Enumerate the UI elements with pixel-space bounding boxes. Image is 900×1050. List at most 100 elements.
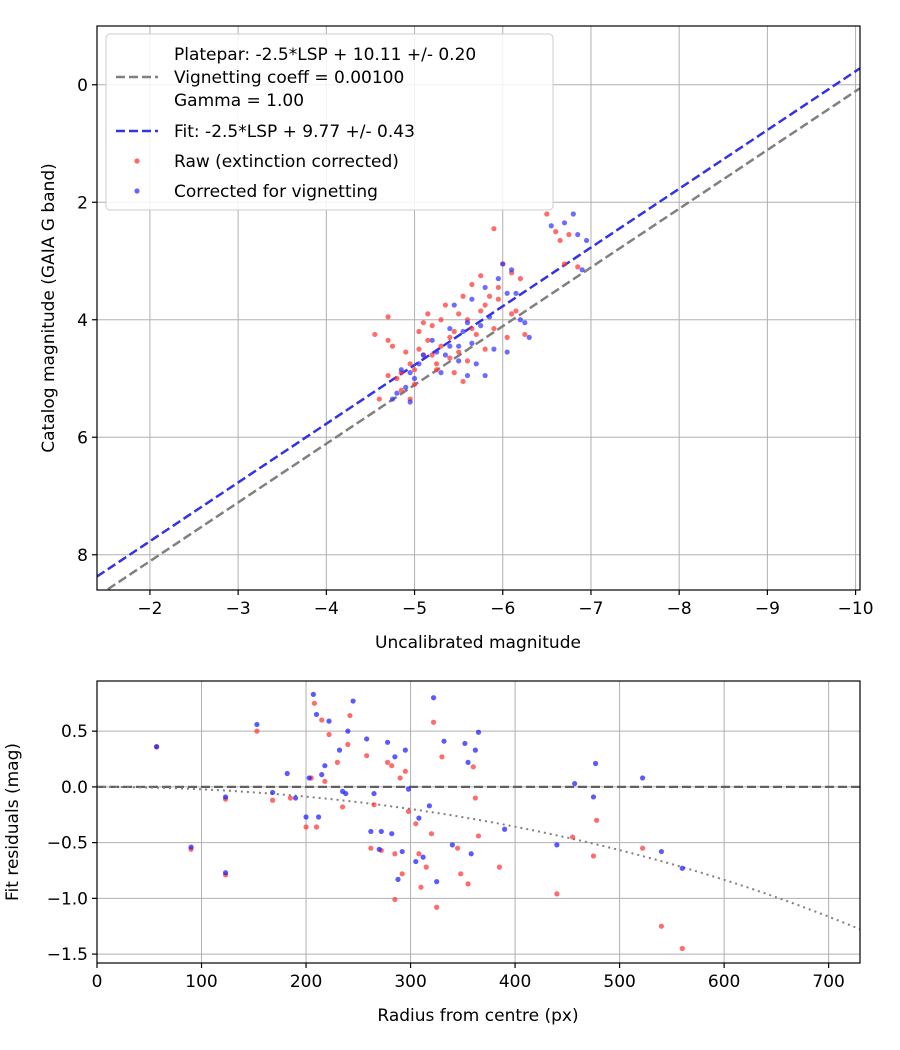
y-tick-label: −0.5 <box>47 834 88 854</box>
y-tick-label: 0 <box>77 76 88 96</box>
raw-point <box>522 331 528 338</box>
raw-point <box>402 768 408 774</box>
raw-point <box>460 293 466 299</box>
raw-point <box>326 731 332 738</box>
raw-point <box>399 871 405 877</box>
raw-point <box>456 311 462 317</box>
corrected-point <box>303 814 309 820</box>
raw-point <box>311 700 317 706</box>
raw-point <box>372 331 378 338</box>
legend-gamma-label: Gamma = 1.00 <box>174 91 304 111</box>
corrected-point <box>395 876 401 883</box>
corrected-point <box>478 323 484 329</box>
corrected-point <box>504 349 510 355</box>
corrected-point <box>322 763 328 769</box>
raw-point <box>425 337 431 343</box>
x-tick-label: −8 <box>667 599 692 619</box>
corrected-point <box>399 848 405 855</box>
raw-point <box>384 759 391 765</box>
top-chart-y-label: Catalog magnitude (GAIA G band) <box>39 163 59 453</box>
raw-point <box>385 337 391 343</box>
corrected-point <box>468 851 474 857</box>
raw-point <box>557 237 563 244</box>
raw-point <box>465 881 471 887</box>
corrected-point <box>411 375 418 382</box>
raw-point <box>460 378 466 385</box>
corrected-point <box>447 325 453 332</box>
corrected-point <box>407 399 413 405</box>
raw-point <box>473 331 479 338</box>
raw-point <box>495 296 501 302</box>
raw-point <box>389 343 396 349</box>
x-tick-label: −4 <box>314 599 339 619</box>
corrected-point <box>416 361 422 367</box>
raw-point <box>475 833 482 839</box>
raw-point <box>416 328 422 335</box>
legend-corrected-marker-icon <box>134 188 140 194</box>
raw-point <box>478 273 484 279</box>
corrected-point <box>343 790 349 797</box>
legend-platepar-label: Platepar: -2.5*LSP + 10.11 +/- 0.20 <box>174 45 476 65</box>
corrected-point <box>403 384 409 390</box>
corrected-point <box>469 340 475 346</box>
raw-point <box>413 821 419 827</box>
raw-point <box>287 795 293 801</box>
corrected-point <box>345 728 351 734</box>
corrected-point <box>326 718 332 724</box>
raw-point <box>658 923 665 929</box>
bottom-chart-grid <box>96 681 860 963</box>
corrected-point <box>394 390 400 396</box>
raw-point <box>478 308 484 314</box>
raw-point <box>496 864 502 870</box>
corrected-point <box>269 789 276 796</box>
corrected-point <box>389 396 396 402</box>
raw-point <box>482 346 488 352</box>
corrected-point <box>364 736 370 742</box>
corrected-point <box>469 296 475 302</box>
x-tick-label: 400 <box>499 972 531 992</box>
raw-point <box>455 845 461 851</box>
platepar-fit-line <box>104 87 860 590</box>
corrected-point <box>449 842 455 848</box>
raw-point <box>447 334 453 340</box>
corrected-point <box>398 367 404 373</box>
corrected-point <box>464 320 471 326</box>
raw-point <box>679 945 685 952</box>
fit-fit-line <box>97 67 860 578</box>
x-tick-label: −5 <box>402 599 427 619</box>
corrected-point <box>570 211 576 217</box>
corrected-point <box>438 370 444 376</box>
corrected-point <box>640 775 646 781</box>
raw-point <box>425 311 431 317</box>
raw-point <box>472 795 478 801</box>
raw-point <box>340 804 346 810</box>
corrected-point <box>336 747 343 753</box>
raw-point <box>447 355 453 361</box>
corrected-point <box>592 760 599 767</box>
raw-point <box>451 370 457 376</box>
raw-point <box>269 797 276 803</box>
raw-point <box>434 361 440 367</box>
raw-point <box>429 352 435 358</box>
bottom-chart-x-label: Radius from centre (px) <box>377 1006 578 1026</box>
raw-point <box>640 845 646 851</box>
raw-point <box>345 741 351 748</box>
raw-point <box>394 375 400 382</box>
top-chart-x-label: Uncalibrated magnitude <box>375 633 581 653</box>
raw-point <box>439 754 445 760</box>
corrected-point <box>405 786 412 792</box>
y-tick-label: 0.0 <box>61 778 88 798</box>
corrected-point <box>465 759 471 765</box>
corrected-point <box>583 237 590 244</box>
x-tick-label: −10 <box>838 599 874 619</box>
corrected-point <box>368 828 374 835</box>
corrected-point <box>495 276 501 282</box>
corrected-point <box>475 729 482 735</box>
legend-corrected-label: Corrected for vignetting <box>174 182 378 202</box>
raw-point <box>458 871 464 877</box>
raw-point <box>411 381 418 387</box>
raw-point <box>491 325 497 332</box>
x-tick-label: −2 <box>137 599 162 619</box>
corrected-point <box>572 780 578 787</box>
